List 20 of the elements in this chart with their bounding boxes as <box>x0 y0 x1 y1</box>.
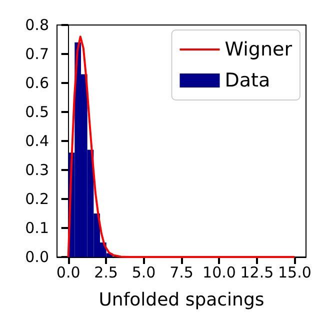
x-tick-label: 5.0 <box>132 264 156 282</box>
x-tick-label: 12.5 <box>240 264 274 282</box>
y-tick-label: 0.3 <box>25 161 49 179</box>
legend-label: Wigner <box>224 38 292 60</box>
x-tick-label: 15.0 <box>278 264 312 282</box>
y-tick-label: 0.6 <box>25 74 49 92</box>
x-axis-title: Unfolded spacings <box>98 290 264 310</box>
x-tick-label: 7.5 <box>170 264 194 282</box>
y-tick-label: 0.2 <box>25 190 49 208</box>
x-tick-label: 0.0 <box>56 264 80 282</box>
x-tick-label: 2.5 <box>94 264 118 282</box>
y-tick-label: 0.5 <box>25 103 49 121</box>
y-tick-label: 0.7 <box>25 45 49 63</box>
legend-label: Data <box>224 70 270 92</box>
line-series <box>67 36 296 258</box>
y-tick-label: 0.1 <box>25 219 49 237</box>
y-tick-label: 0.4 <box>25 132 49 150</box>
y-tick-label: 0.8 <box>25 16 49 34</box>
x-tick-label: 10.0 <box>202 264 236 282</box>
y-tick-label: 0.0 <box>25 248 49 266</box>
